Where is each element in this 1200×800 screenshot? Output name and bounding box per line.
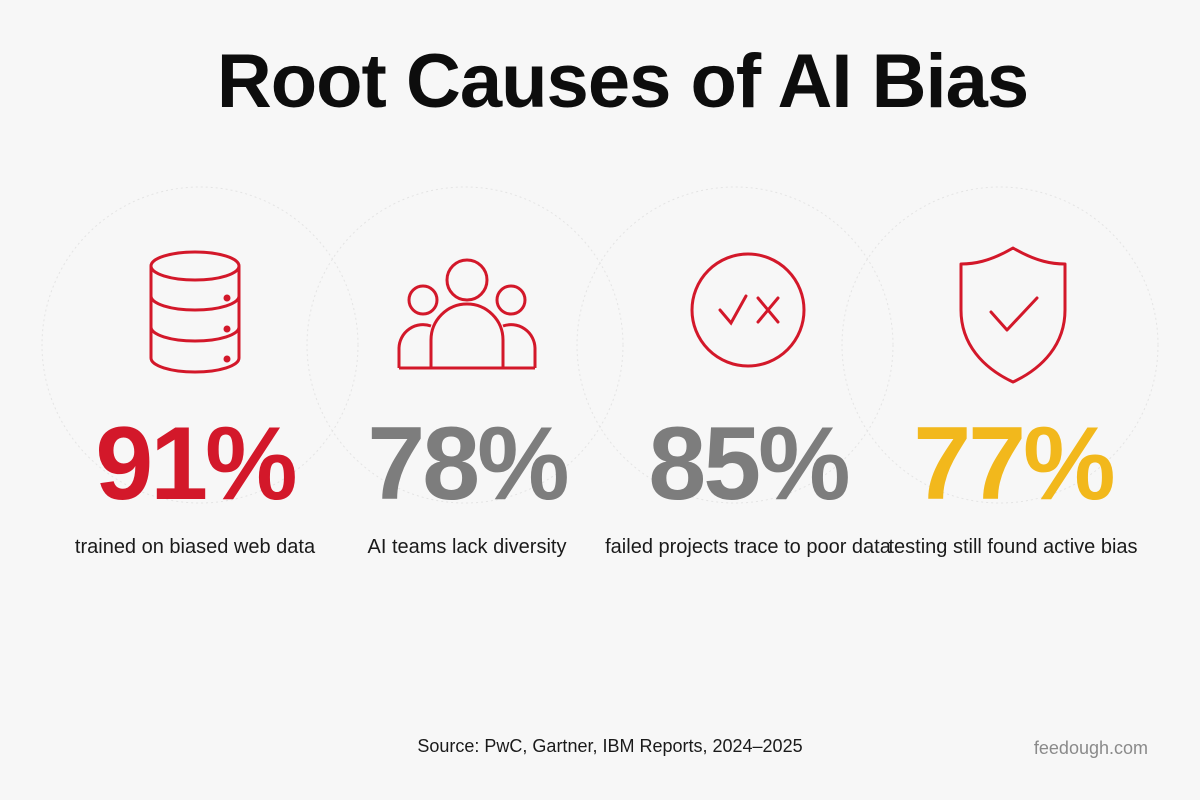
stat-label: AI teams lack diversity [367,536,567,558]
stat-card-3: 85% failed projects trace to poor data [603,240,893,559]
stat-label: failed projects trace to poor data [605,536,891,558]
stat-value: 77% [913,406,1115,522]
stat-value: 91% [95,406,297,522]
stat-card-1: 91% trained on biased web data [50,240,340,559]
check-x-circle-icon [690,252,806,368]
people-icon [397,258,537,370]
stat-label: trained on biased web data [74,536,316,558]
stat-value: 85% [648,406,850,522]
stat-card-4: 77% testing still found active bias [868,240,1158,559]
database-icon [149,250,241,374]
page-title: Root Causes of AI Bias [216,39,1029,124]
shield-check-icon [959,246,1067,384]
source-note: Source: PwC, Gartner, IBM Reports, 2024–… [417,736,803,756]
stat-card-2: 78% AI teams lack diversity [322,240,612,559]
brand-watermark: feedough.com [1033,738,1148,758]
stat-value: 78% [367,406,569,522]
stat-label: testing still found active bias [888,536,1138,558]
